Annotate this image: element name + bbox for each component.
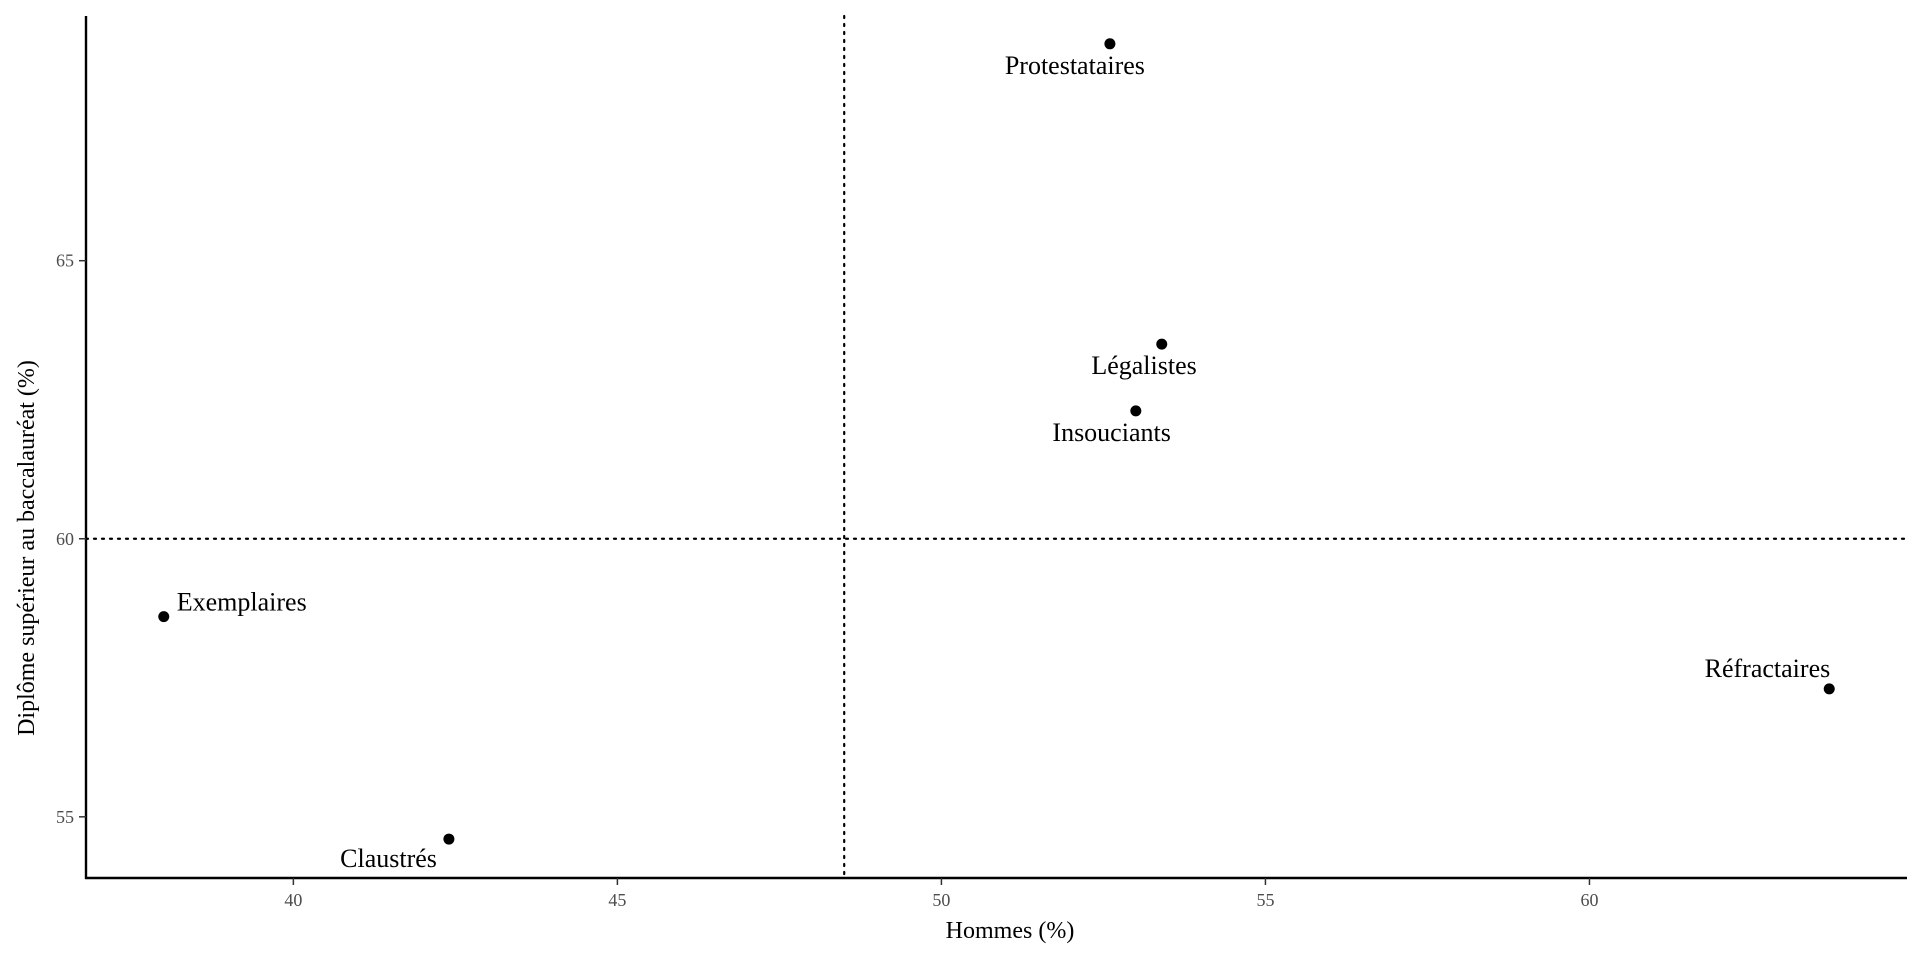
reference-lines — [84, 14, 1909, 880]
x-tick-label: 45 — [608, 890, 626, 910]
point-label: Claustrés — [340, 844, 437, 873]
point-label: Exemplaires — [177, 588, 307, 617]
ticks: 40 45 50 55 60 55 60 65 — [56, 251, 1598, 910]
data-point — [1130, 405, 1142, 417]
data-points — [158, 38, 1835, 845]
point-label: Insouciants — [1052, 418, 1170, 447]
point-label: Légalistes — [1091, 351, 1196, 380]
y-axis-title: Diplôme supérieur au baccalauréat (%) — [14, 360, 40, 736]
data-point — [1156, 338, 1168, 350]
y-tick-label: 55 — [56, 807, 74, 827]
data-point — [158, 611, 170, 623]
data-point — [1104, 38, 1116, 50]
point-label: Réfractaires — [1705, 654, 1831, 683]
data-point — [1823, 683, 1835, 695]
x-tick-label: 50 — [932, 890, 950, 910]
x-tick-label: 40 — [284, 890, 302, 910]
axes — [84, 16, 1907, 880]
x-axis-title: Hommes (%) — [946, 918, 1075, 944]
y-tick-label: 60 — [56, 529, 74, 549]
data-point — [443, 833, 455, 845]
point-labels: Protestataires Légalistes Insouciants Exemp… — [177, 51, 1830, 873]
y-tick-label: 65 — [56, 251, 74, 271]
point-label: Protestataires — [1005, 51, 1145, 80]
x-tick-label: 60 — [1580, 890, 1598, 910]
x-tick-label: 55 — [1256, 890, 1274, 910]
